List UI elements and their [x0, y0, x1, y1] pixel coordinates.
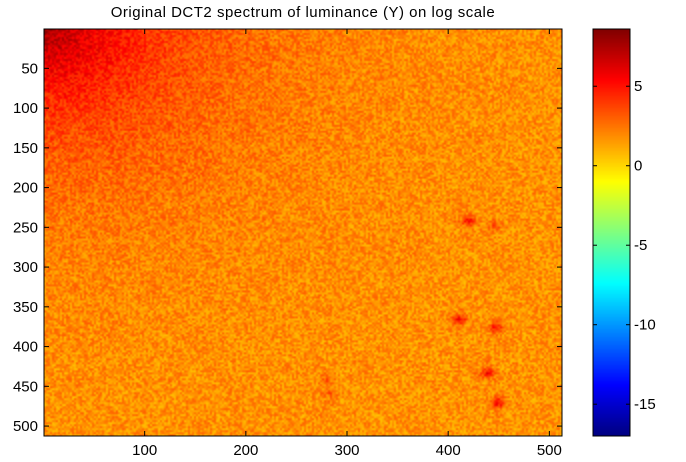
y-tick-label: 50: [21, 60, 38, 77]
plot-frame: [43, 28, 563, 437]
y-tick-label: 300: [13, 259, 38, 276]
colorbar-tick-label: 0: [634, 158, 642, 175]
y-tick-label: 100: [13, 100, 38, 117]
colorbar-frame: [592, 28, 631, 437]
y-axis: 50 100 150 200 250 300 350 400 450 500: [13, 60, 562, 435]
heatmap-plot-area: [43, 28, 563, 437]
colorbar-tick-label: 5: [634, 78, 642, 95]
x-tick-label: 100: [132, 442, 157, 459]
x-tick-label: 400: [436, 442, 461, 459]
colorbar-gradient: [593, 29, 630, 436]
y-tick-label: 450: [13, 378, 38, 395]
colorbar-tick-label: -10: [634, 317, 656, 334]
y-tick-label: 500: [13, 418, 38, 435]
x-tick-label: 300: [334, 442, 359, 459]
heatmap-image: [44, 29, 562, 436]
y-tick-label: 250: [13, 219, 38, 236]
x-tick-label: 500: [537, 442, 562, 459]
y-tick-label: 200: [13, 180, 38, 197]
x-tick-label: 200: [233, 442, 258, 459]
chart-title: Original DCT2 spectrum of luminance (Y) …: [111, 4, 495, 21]
colorbar-axis: 5 0 -5 -10 -15: [593, 78, 656, 413]
y-tick-label: 400: [13, 339, 38, 356]
colorbar: [592, 28, 631, 437]
colorbar-tick-label: -15: [634, 396, 656, 413]
y-tick-label: 350: [13, 299, 38, 316]
x-axis: 100 200 300 400 500: [132, 29, 562, 459]
colorbar-tick-label: -5: [634, 237, 647, 254]
y-tick-label: 150: [13, 140, 38, 157]
